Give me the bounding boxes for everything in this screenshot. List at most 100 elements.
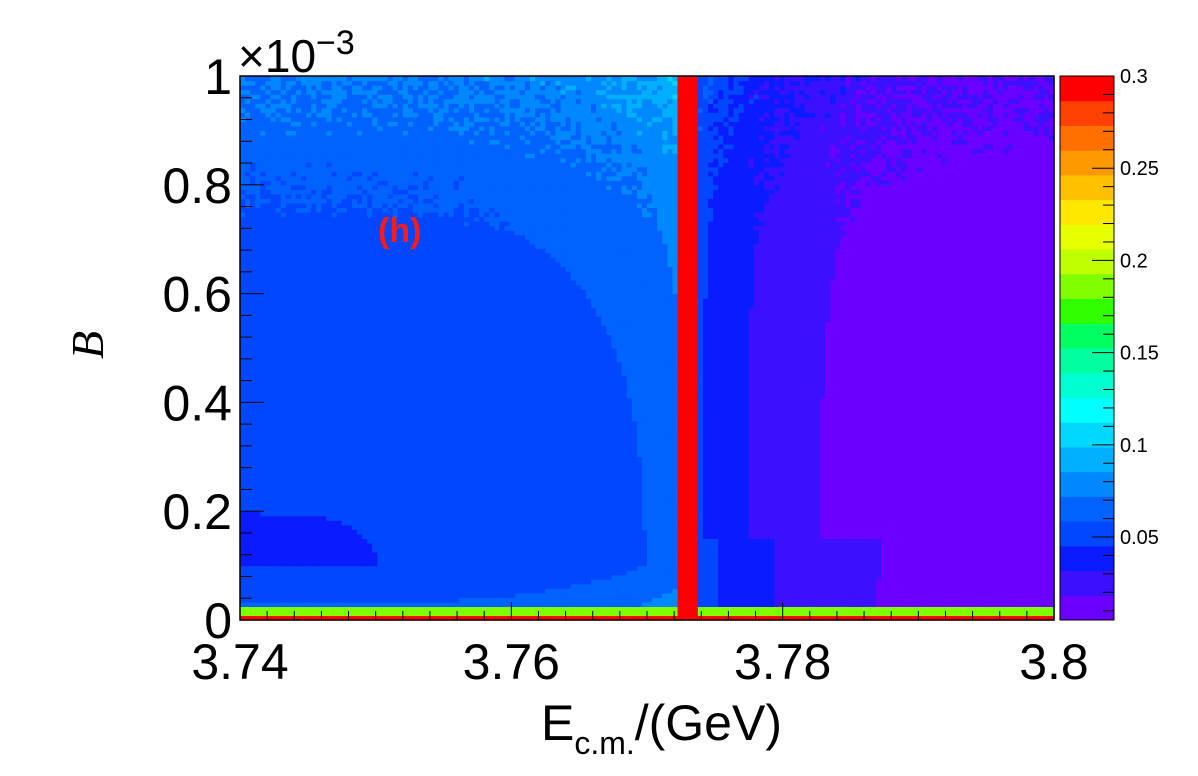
heatmap-cell — [372, 593, 378, 598]
heatmap-cell — [301, 207, 307, 212]
heatmap-cell — [352, 103, 358, 108]
heatmap-cell — [377, 285, 383, 290]
heatmap-cell — [286, 529, 292, 534]
heatmap-cell — [281, 203, 287, 208]
heatmap-cell — [255, 262, 261, 267]
heatmap-cell — [281, 130, 287, 135]
heatmap-cell — [433, 130, 439, 135]
heatmap-cell — [423, 566, 429, 571]
heatmap-cell — [281, 189, 287, 194]
heatmap-cell — [291, 507, 297, 512]
heatmap-cell — [291, 285, 297, 290]
heatmap-cell — [413, 316, 419, 321]
heatmap-cell — [342, 511, 348, 516]
heatmap-cell — [245, 298, 251, 303]
heatmap-cell — [444, 239, 450, 244]
heatmap-cell — [393, 407, 399, 412]
heatmap-cell — [286, 144, 292, 149]
heatmap-cell — [301, 384, 307, 389]
heatmap-cell — [311, 398, 317, 403]
heatmap-cell — [276, 529, 282, 534]
heatmap-cell — [260, 470, 266, 475]
heatmap-cell — [403, 158, 409, 163]
heatmap-cell — [428, 330, 434, 335]
heatmap-cell — [444, 434, 450, 439]
heatmap-cell — [326, 421, 332, 426]
heatmap-cell — [250, 325, 256, 330]
heatmap-cell — [255, 597, 261, 602]
heatmap-cell — [367, 393, 373, 398]
heatmap-cell — [296, 103, 302, 108]
heatmap-cell — [321, 507, 327, 512]
heatmap-cell — [444, 402, 450, 407]
heatmap-cell — [296, 149, 302, 154]
heatmap-cell — [372, 76, 378, 81]
heatmap-cell — [388, 520, 394, 525]
heatmap-cell — [306, 275, 312, 280]
heatmap-cell — [296, 321, 302, 326]
heatmap-cell — [326, 393, 332, 398]
heatmap-cell — [449, 498, 455, 503]
heatmap-cell — [250, 339, 256, 344]
heatmap-cell — [428, 167, 434, 172]
heatmap-cell — [367, 117, 373, 122]
heatmap-cell — [265, 602, 271, 607]
heatmap-cell — [438, 167, 444, 172]
heatmap-cell — [388, 167, 394, 172]
heatmap-cell — [245, 248, 251, 253]
heatmap-cell — [438, 416, 444, 421]
heatmap-cell — [347, 566, 353, 571]
heatmap-cell — [281, 171, 287, 176]
heatmap-cell — [362, 112, 368, 117]
heatmap-cell — [250, 566, 256, 571]
heatmap-cell — [286, 398, 292, 403]
heatmap-cell — [321, 271, 327, 276]
heatmap-cell — [362, 158, 368, 163]
heatmap-cell — [311, 425, 317, 430]
heatmap-cell — [388, 425, 394, 430]
heatmap-cell — [408, 85, 414, 90]
heatmap-cell — [321, 543, 327, 548]
heatmap-cell — [388, 452, 394, 457]
heatmap-cell — [301, 212, 307, 217]
heatmap-cell — [433, 121, 439, 126]
heatmap-cell — [418, 90, 424, 95]
heatmap-cell — [398, 466, 404, 471]
heatmap-cell — [382, 139, 388, 144]
heatmap-cell — [403, 366, 409, 371]
heatmap-cell — [281, 271, 287, 276]
heatmap-cell — [423, 402, 429, 407]
heatmap-cell — [311, 198, 317, 203]
heatmap-cell — [306, 534, 312, 539]
heatmap-cell — [398, 85, 404, 90]
heatmap-cell — [342, 230, 348, 235]
heatmap-cell — [382, 307, 388, 312]
heatmap-cell — [250, 135, 256, 140]
heatmap-cell — [444, 466, 450, 471]
heatmap-cell — [377, 81, 383, 86]
heatmap-cell — [393, 85, 399, 90]
heatmap-cell — [408, 294, 414, 299]
heatmap-cell — [281, 380, 287, 385]
heatmap-cell — [337, 475, 343, 480]
heatmap-cell — [367, 425, 373, 430]
heatmap-cell — [316, 570, 322, 575]
heatmap-cell — [276, 117, 282, 122]
heatmap-cell — [281, 457, 287, 462]
heatmap-cell — [398, 189, 404, 194]
heatmap-cell — [281, 280, 287, 285]
heatmap-cell — [260, 430, 266, 435]
heatmap-cell — [438, 321, 444, 326]
heatmap-cell — [352, 362, 358, 367]
heatmap-cell — [276, 316, 282, 321]
heatmap-cell — [413, 280, 419, 285]
heatmap-cell — [276, 289, 282, 294]
heatmap-cell — [271, 371, 277, 376]
heatmap-cell — [347, 411, 353, 416]
heatmap-cell — [433, 126, 439, 131]
heatmap-cell — [291, 176, 297, 181]
heatmap-cell — [286, 389, 292, 394]
heatmap-cell — [428, 597, 434, 602]
heatmap-cell — [352, 339, 358, 344]
heatmap-cell — [372, 588, 378, 593]
